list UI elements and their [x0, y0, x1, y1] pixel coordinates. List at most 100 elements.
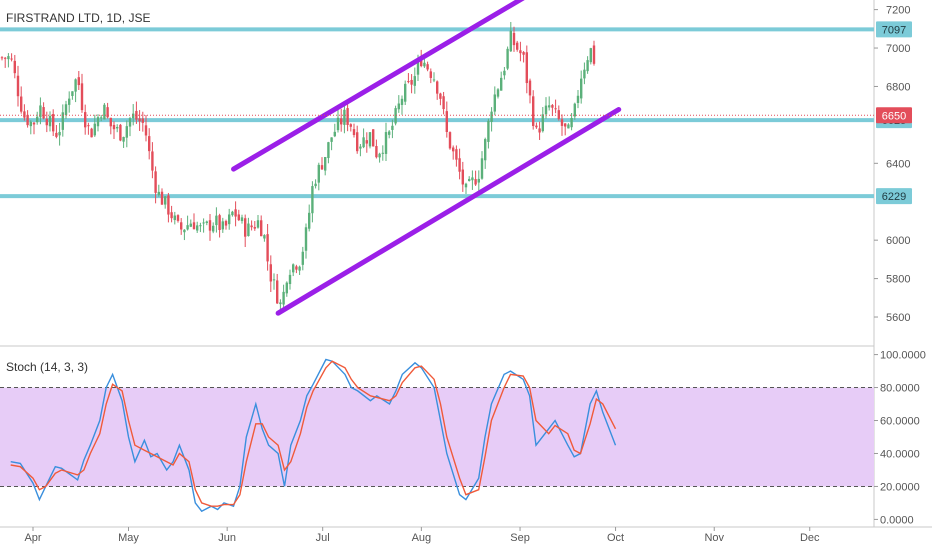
- candle-body: [253, 227, 256, 229]
- candle-body: [487, 120, 490, 142]
- candle-body: [311, 186, 314, 214]
- candle-body: [592, 45, 596, 64]
- candle-body: [74, 79, 77, 92]
- price-tick-label: 6800: [886, 81, 910, 93]
- candle-body: [426, 64, 429, 70]
- candle-body: [324, 156, 327, 171]
- candle-body: [359, 146, 362, 149]
- candle-body: [512, 32, 516, 46]
- candle-body: [327, 142, 330, 159]
- candle-body: [106, 107, 109, 118]
- candle-body: [391, 125, 394, 130]
- candle-body: [39, 105, 42, 118]
- candle-body: [266, 234, 269, 262]
- candle-body: [58, 131, 61, 136]
- candle-body: [544, 105, 548, 115]
- candle-body: [52, 114, 55, 132]
- candle-body: [109, 117, 112, 127]
- candle-body: [317, 164, 320, 183]
- candle-body: [301, 251, 304, 265]
- candle-body: [522, 52, 525, 55]
- candle-body: [189, 223, 192, 227]
- candle-body: [570, 117, 573, 128]
- current-price-tag-bg: [876, 107, 912, 124]
- candle-body: [157, 191, 160, 195]
- candle-body: [125, 126, 128, 138]
- candle-body: [490, 111, 493, 122]
- candle-body: [234, 209, 237, 217]
- candle-body: [87, 125, 90, 127]
- level-tag: 7097: [882, 24, 906, 36]
- candle-body: [276, 280, 279, 304]
- candle-body: [295, 266, 298, 270]
- candle-body: [260, 220, 263, 237]
- candle-body: [218, 215, 221, 231]
- candle-body: [500, 77, 503, 91]
- candle-body: [375, 146, 378, 158]
- candle-body: [506, 48, 509, 69]
- candle-body: [32, 122, 36, 125]
- candle-body: [528, 80, 532, 96]
- time-tick-label: Oct: [607, 532, 624, 544]
- candle-body: [180, 222, 183, 230]
- candle-body: [413, 76, 416, 86]
- candle-body: [560, 119, 564, 126]
- time-tick-label: Aug: [412, 532, 432, 544]
- candle-body: [448, 132, 452, 149]
- candle-body: [212, 225, 215, 232]
- stoch-tick-label: 80.0000: [880, 383, 920, 395]
- candle-body: [298, 266, 301, 271]
- candle-body: [164, 196, 167, 205]
- indicator-title: Stoch (14, 3, 3): [6, 360, 88, 374]
- time-tick-label: Jun: [218, 532, 236, 544]
- candle-body: [282, 291, 285, 305]
- candle-body: [272, 279, 276, 281]
- candle-body: [541, 114, 544, 132]
- candle-body: [554, 108, 557, 110]
- candle-body: [557, 110, 560, 119]
- candle-body: [480, 158, 484, 179]
- candle-body: [55, 132, 58, 137]
- candle-body: [196, 225, 199, 231]
- candle-body: [10, 58, 13, 60]
- candle-body: [16, 75, 20, 97]
- candle-body: [381, 152, 384, 154]
- candle-body: [493, 94, 496, 112]
- candle-body: [404, 83, 407, 102]
- candle-body: [432, 79, 436, 81]
- candle-body: [535, 125, 538, 128]
- candle-body: [84, 112, 87, 128]
- candle-body: [90, 128, 93, 138]
- candle-body: [368, 132, 372, 147]
- candle-body: [525, 52, 528, 84]
- price-tick-label: 6000: [886, 235, 910, 247]
- candle-body: [583, 69, 586, 79]
- candle-body: [144, 125, 148, 136]
- candle-body: [68, 98, 71, 105]
- candle-body: [365, 140, 368, 144]
- candle-body: [263, 235, 266, 239]
- candle-body: [186, 225, 189, 230]
- candle-body: [580, 78, 583, 99]
- candle-body: [23, 111, 26, 118]
- candle-body: [173, 215, 176, 221]
- stoch-tick-label: 0.0000: [880, 514, 914, 526]
- candle-body: [548, 105, 551, 108]
- level-tag-bg: [876, 21, 912, 38]
- candle-body: [429, 71, 432, 78]
- candle-body: [183, 229, 186, 233]
- candle-body: [455, 149, 458, 160]
- candle-body: [13, 60, 16, 74]
- candle-body: [26, 114, 29, 126]
- candle-body: [154, 171, 157, 193]
- stoch-tick-label: 20.0000: [880, 481, 920, 493]
- candle-body: [141, 118, 144, 123]
- stoch-tick-label: 100.0000: [880, 350, 926, 362]
- candle-body: [496, 89, 500, 97]
- candle-body: [336, 117, 340, 131]
- candle-body: [4, 57, 7, 59]
- price-tick-label: 5800: [886, 274, 910, 286]
- candle-body: [100, 117, 103, 119]
- candle-body: [285, 282, 288, 294]
